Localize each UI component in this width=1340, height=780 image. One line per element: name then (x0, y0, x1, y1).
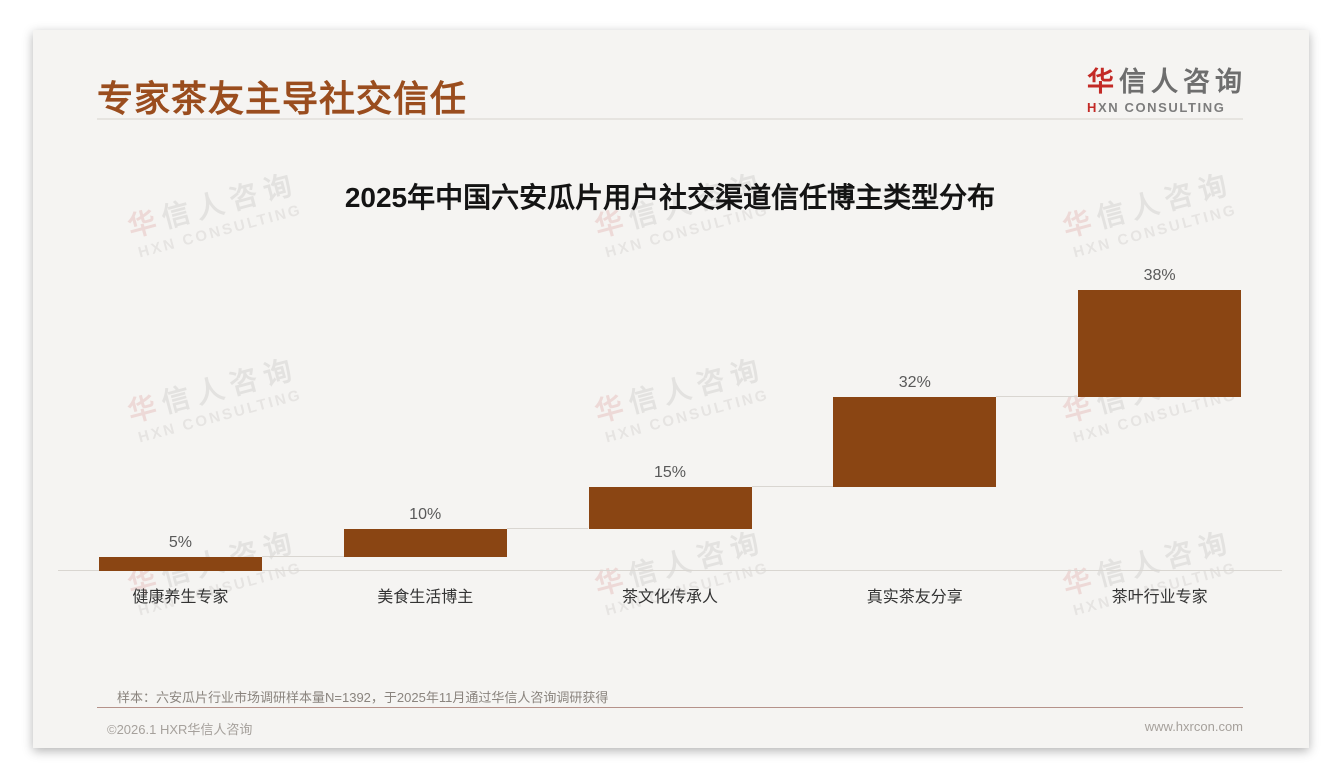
logo-subtitle-first-char: H (1087, 100, 1098, 115)
x-axis-line (58, 570, 1282, 571)
connector-line (751, 485, 834, 487)
sample-note: 样本：六安瓜片行业市场调研样本量N=1392，于2025年11月通过华信人咨询调… (117, 690, 609, 705)
logo-brand-text: 华信人咨询 (1087, 60, 1247, 99)
slide-card: 华信人咨询 HXN CONSULTING 华信人咨询 HXN CONSULTING 华信… (33, 30, 1309, 748)
chart-bar (343, 528, 507, 557)
company-logo: 华信人咨询 HXN CONSULTING (1087, 60, 1247, 115)
category-label: 真实茶友分享 (866, 589, 963, 606)
bar-value-label: 15% (653, 463, 687, 481)
chart-bar (833, 396, 997, 487)
category-axis-labels: 健康养生专家 美食生活博主 茶文化传承人 真实茶友分享 茶叶行业专家 (58, 583, 1282, 606)
category-label: 健康养生专家 (132, 589, 229, 606)
footer-divider (97, 707, 1243, 708)
bar-value-label: 10% (409, 505, 442, 523)
header-divider (97, 118, 1243, 120)
chart-title: 2025年中国六安瓜片用户社交渠道信任博主类型分布 (344, 182, 996, 213)
connector-line (996, 395, 1079, 397)
chart-bar (98, 556, 262, 571)
chart-bar (1078, 290, 1242, 397)
copyright-text: ©2026.1 HXR华信人咨询 (107, 722, 253, 737)
logo-subtitle-rest: XN CONSULTING (1098, 100, 1226, 115)
bar-value-label: 32% (898, 373, 931, 391)
chart-bar (588, 486, 752, 529)
chart-plot: 5% 10% 15% 32% 38% (58, 180, 1282, 571)
connector-line (506, 527, 589, 529)
logo-brand-rest: 信人咨询 (1119, 67, 1247, 97)
category-label: 美食生活博主 (377, 589, 474, 606)
connector-line (261, 555, 344, 557)
website-url: www.hxrcon.com (1144, 719, 1243, 734)
page-title: 专家茶友主导社交信任 (97, 78, 468, 119)
logo-brand-first-char: 华 (1087, 67, 1119, 97)
footer: ©2026.1 HXR华信人咨询 www.hxrcon.com (107, 719, 1243, 738)
category-label: 茶文化传承人 (621, 589, 718, 606)
bar-value-label: 38% (1143, 267, 1176, 284)
logo-subtitle: HXN CONSULTING (1087, 100, 1247, 115)
category-label: 茶叶行业专家 (1111, 589, 1208, 606)
bar-value-label: 5% (168, 533, 192, 551)
